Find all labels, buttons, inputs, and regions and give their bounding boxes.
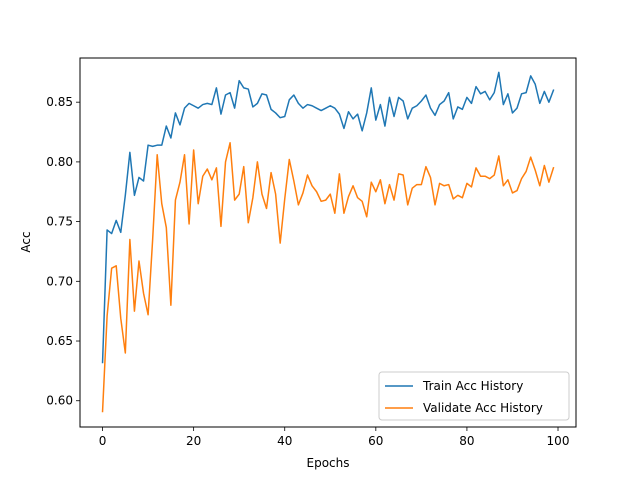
y-axis: 0.60 0.65 0.70 0.75 0.80 0.85 xyxy=(46,95,80,408)
legend-box xyxy=(378,371,570,421)
y-axis-label: Acc xyxy=(19,231,33,252)
series-line-validate-acc-history xyxy=(101,142,555,413)
series-layer xyxy=(101,71,555,413)
y-tick-label: 0.80 xyxy=(46,155,73,169)
legend-label-train-acc: Train Acc History xyxy=(422,379,523,393)
plot-area xyxy=(80,58,576,427)
y-tick-label: 0.70 xyxy=(46,274,73,288)
legend-label-validate-acc: Validate Acc History xyxy=(423,401,543,415)
y-tick-label: 0.75 xyxy=(46,215,73,229)
legend: Train Acc History Validate Acc History xyxy=(378,371,570,421)
x-tick-label: 60 xyxy=(368,434,383,448)
y-tick-label: 0.85 xyxy=(46,95,73,109)
x-tick-label: 20 xyxy=(186,434,201,448)
x-tick-label: 80 xyxy=(459,434,474,448)
series-line-train-acc-history xyxy=(101,71,555,364)
x-tick-label: 40 xyxy=(277,434,292,448)
y-tick-label: 0.60 xyxy=(46,394,73,408)
x-axis-label: Epochs xyxy=(307,456,350,470)
plot-frame xyxy=(79,57,577,428)
x-axis: 0 20 40 60 80 100 xyxy=(99,427,570,448)
x-tick-label: 100 xyxy=(547,434,570,448)
x-tick-label: 0 xyxy=(99,434,107,448)
y-tick-label: 0.65 xyxy=(46,334,73,348)
